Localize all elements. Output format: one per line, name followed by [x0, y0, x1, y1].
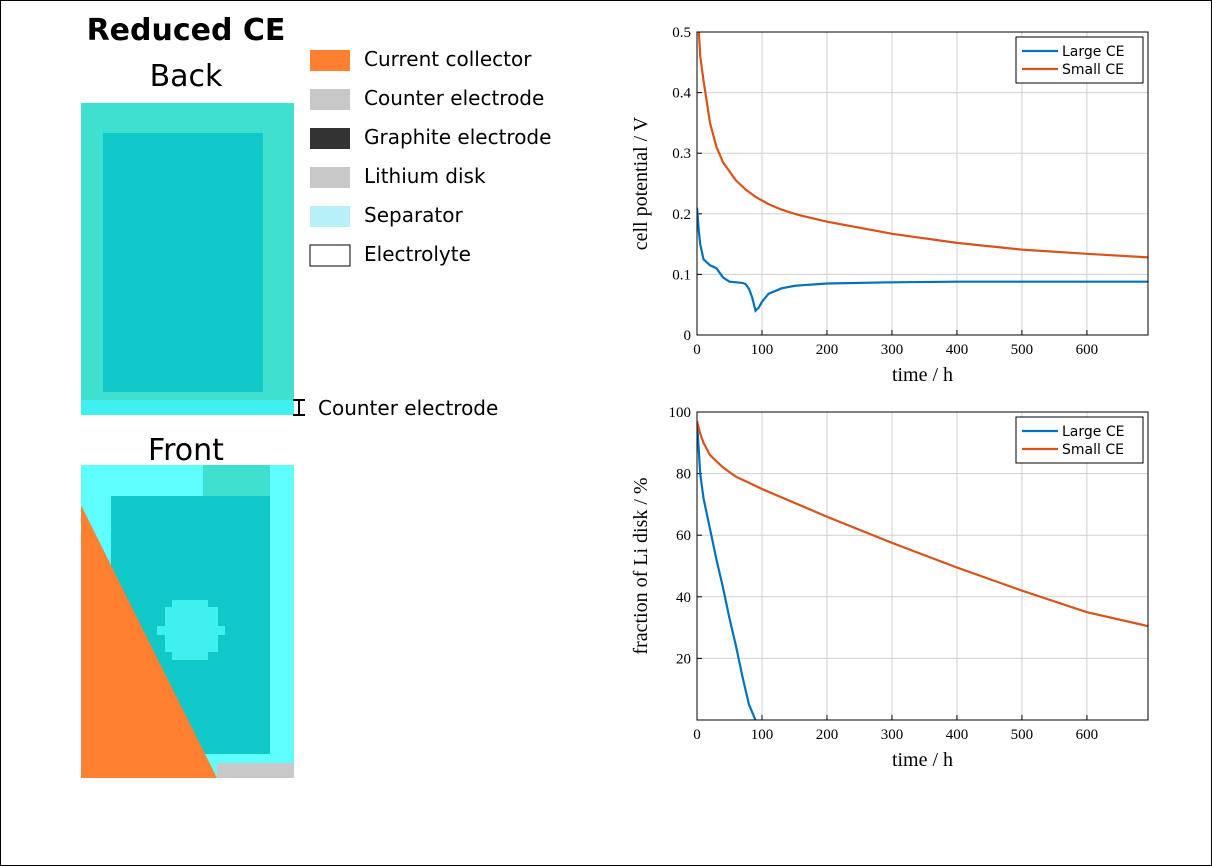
legend-label: Small CE — [1062, 442, 1124, 458]
legend-swatch — [310, 128, 350, 149]
y-axis-label: fraction of Li disk / % — [630, 477, 652, 654]
x-tick-label: 300 — [881, 727, 904, 743]
legend-swatch — [310, 167, 350, 188]
y-tick-label: 0.1 — [672, 267, 691, 283]
y-tick-label: 0 — [684, 328, 692, 344]
x-tick-label: 0 — [693, 727, 701, 743]
front-diagram — [81, 465, 294, 778]
legend-label: Electrolyte — [364, 242, 471, 266]
y-tick-label: 0.2 — [672, 207, 691, 223]
front-label: Front — [148, 433, 224, 468]
x-tick-label: 0 — [693, 342, 701, 358]
legend-label: Graphite electrode — [364, 125, 551, 149]
x-tick-label: 600 — [1076, 342, 1099, 358]
y-axis-label: cell potential / V — [630, 116, 652, 250]
back-label: Back — [150, 59, 223, 94]
y-tick-label: 100 — [669, 405, 692, 421]
y-tick-label: 20 — [676, 651, 691, 667]
y-tick-label: 40 — [676, 590, 691, 606]
x-tick-label: 100 — [751, 342, 774, 358]
figure-title: Reduced CE — [87, 13, 286, 48]
x-axis-label: time / h — [892, 364, 953, 386]
legend-label: Lithium disk — [364, 164, 486, 188]
figure: Reduced CE Back Counter electrode Front … — [0, 0, 1212, 866]
legend-swatch — [310, 245, 350, 266]
x-axis-label: time / h — [892, 749, 953, 771]
legend-swatch — [310, 206, 350, 227]
annotation: Counter electrode — [318, 396, 498, 420]
y-tick-label: 60 — [676, 528, 691, 544]
y-tick-label: 0.3 — [672, 146, 691, 162]
legend-swatch — [310, 50, 350, 71]
y-tick-label: 80 — [676, 467, 691, 483]
back-diagram — [81, 103, 305, 415]
x-tick-label: 600 — [1076, 727, 1099, 743]
y-tick-label: 0.5 — [672, 25, 691, 41]
x-tick-label: 200 — [816, 342, 839, 358]
x-tick-label: 400 — [946, 342, 969, 358]
x-tick-label: 500 — [1011, 727, 1034, 743]
x-tick-label: 200 — [816, 727, 839, 743]
x-tick-label: 300 — [881, 342, 904, 358]
legend-label: Current collector — [364, 47, 532, 71]
legend-swatch — [310, 89, 350, 110]
x-tick-label: 500 — [1011, 342, 1034, 358]
legend-label: Large CE — [1062, 44, 1124, 60]
x-tick-label: 100 — [751, 727, 774, 743]
legend-label: Counter electrode — [364, 86, 544, 110]
x-tick-label: 400 — [946, 727, 969, 743]
y-tick-label: 0.4 — [672, 86, 691, 102]
legend-label: Large CE — [1062, 424, 1124, 440]
legend-label: Separator — [364, 203, 464, 227]
legend-label: Small CE — [1062, 62, 1124, 78]
